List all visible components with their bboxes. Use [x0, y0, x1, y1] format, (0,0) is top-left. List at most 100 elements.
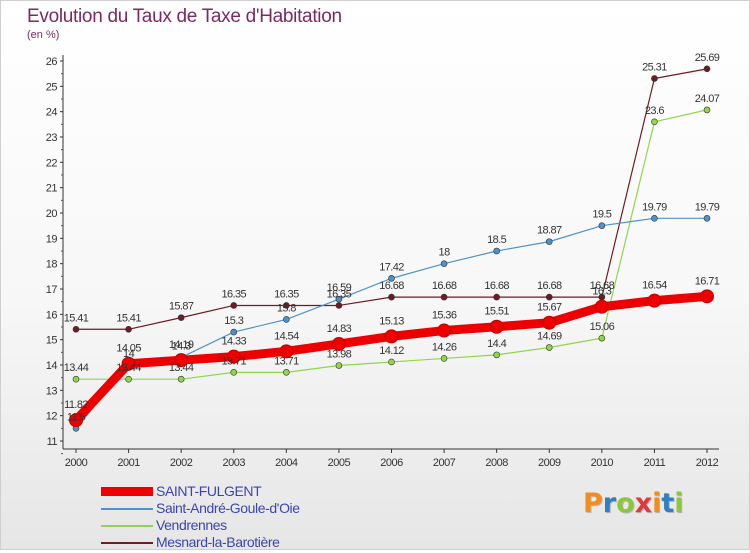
data-label: 18.5	[487, 234, 506, 246]
data-label: 25.31	[642, 61, 667, 73]
legend-swatch	[101, 487, 153, 496]
x-tick-label: 2003	[223, 457, 246, 469]
data-point	[283, 369, 290, 376]
data-point	[651, 118, 658, 126]
x-tick-label: 2009	[538, 457, 561, 469]
data-point	[331, 336, 346, 351]
data-point	[651, 75, 658, 82]
series-0	[69, 289, 714, 428]
data-label: 15.13	[379, 315, 404, 327]
x-tick-label: 2011	[644, 457, 666, 469]
data-point	[177, 314, 185, 321]
data-label: 17.42	[379, 261, 404, 273]
data-point	[125, 375, 132, 383]
data-label: 14.4	[487, 338, 506, 350]
legend-label: Vendrennes	[156, 517, 227, 533]
data-label: 16.71	[695, 275, 720, 287]
data-point	[384, 329, 399, 344]
data-label: 15.06	[590, 321, 615, 333]
data-point	[440, 260, 448, 267]
series-2	[72, 106, 711, 383]
data-label: 14.3	[172, 340, 191, 352]
data-point	[598, 222, 606, 229]
y-tick-label: 23	[46, 132, 58, 144]
logo-letter: x	[634, 488, 653, 519]
data-label: 19.79	[642, 201, 667, 213]
data-point	[230, 369, 238, 376]
data-point	[703, 215, 711, 222]
x-tick-label: 2008	[485, 457, 508, 469]
x-tick-label: 2007	[433, 457, 456, 469]
y-tick-label: 26	[46, 56, 58, 68]
data-label: 14.19	[169, 339, 194, 351]
x-tick-label: 2001	[117, 457, 140, 469]
data-point	[493, 351, 500, 359]
data-point	[335, 295, 343, 303]
data-label: 16.68	[432, 280, 457, 292]
data-label: 25.69	[695, 52, 720, 64]
data-point	[545, 293, 553, 301]
x-tick-label: 2006	[380, 457, 403, 469]
data-label: 16.68	[379, 280, 404, 292]
data-label: 16.68	[484, 280, 509, 292]
data-point	[388, 293, 395, 301]
data-label: 15.51	[484, 306, 509, 318]
x-tick-label: 2004	[275, 457, 298, 469]
data-point	[388, 358, 395, 366]
data-label: 19.79	[695, 201, 720, 213]
data-point	[440, 355, 448, 362]
line-chart: 11 12 13 14 15 16 17 18 19 20 21 22 23 24 25 26 2000 2001…	[46, 52, 721, 469]
data-point	[545, 238, 553, 245]
data-point	[437, 323, 452, 338]
y-tick-label: 17	[46, 284, 58, 296]
data-point	[700, 289, 714, 304]
data-point	[703, 65, 711, 73]
data-label: 15.3	[224, 315, 243, 327]
data-point	[335, 362, 343, 369]
data-point	[545, 344, 553, 351]
data-label: 16.3	[592, 286, 611, 298]
data-point	[489, 319, 504, 334]
data-label: 14.26	[432, 341, 457, 353]
data-label: 14.33	[221, 336, 246, 348]
data-point	[69, 413, 83, 428]
data-point	[703, 106, 711, 114]
data-point	[542, 315, 557, 330]
data-label: 15.41	[64, 312, 89, 324]
x-tick-label: 2005	[328, 457, 351, 469]
data-label: 24.07	[695, 93, 720, 105]
data-label: 16.35	[327, 288, 352, 300]
y-tick-label: 21	[46, 183, 58, 195]
data-label: 16.68	[537, 280, 562, 292]
legend-swatch	[101, 508, 153, 510]
data-label: 14.69	[537, 331, 562, 343]
data-label: 15.8	[277, 302, 296, 314]
data-label: 15.87	[169, 301, 194, 313]
data-label: 13.98	[327, 349, 352, 361]
data-point	[651, 215, 658, 222]
data-point	[493, 293, 500, 301]
data-point	[440, 293, 448, 301]
x-tick-label: 2000	[65, 457, 88, 469]
logo-letter: i	[674, 488, 684, 519]
y-tick-label: 12	[46, 411, 58, 423]
data-label: 18	[439, 247, 451, 259]
x-tick-label: 2002	[170, 457, 193, 469]
y-tick-label: 20	[46, 208, 58, 220]
logo-letter: o	[616, 488, 635, 519]
data-label: 16.59	[327, 282, 352, 294]
data-label: 14.12	[379, 345, 404, 357]
data-label: 16.54	[642, 280, 667, 292]
data-label: 16.35	[274, 288, 299, 300]
chart-title: Evolution du Taux de Taxe d'Habitation	[27, 6, 342, 27]
data-label: 23.6	[645, 105, 664, 117]
data-point	[177, 375, 185, 383]
data-point	[226, 349, 241, 364]
data-point	[279, 344, 294, 359]
data-point	[174, 353, 189, 368]
data-point	[283, 316, 290, 323]
logo-letter: r	[602, 488, 617, 519]
legend-label: Saint-André-Goule-d'Oie	[156, 500, 300, 516]
legend-label: Mesnard-la-Barotière	[156, 534, 280, 550]
